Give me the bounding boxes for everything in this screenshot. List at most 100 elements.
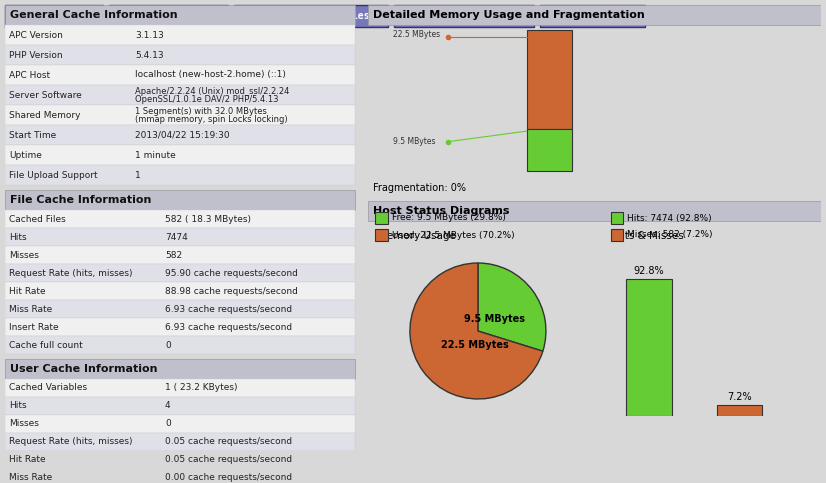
Text: OpenSSL/1.0.1e DAV/2 PHP/5.4.13: OpenSSL/1.0.1e DAV/2 PHP/5.4.13 — [135, 96, 278, 104]
Bar — [375, 212, 388, 224]
Text: 3.1.13: 3.1.13 — [135, 30, 164, 40]
Text: 0: 0 — [165, 420, 171, 428]
Bar — [5, 469, 355, 483]
Bar — [5, 105, 355, 125]
Text: Hit Rate: Hit Rate — [9, 455, 45, 465]
Bar — [5, 336, 355, 354]
Bar — [5, 282, 355, 300]
Wedge shape — [410, 263, 543, 399]
Bar — [5, 5, 355, 25]
Text: Fragmentation: 0%: Fragmentation: 0% — [373, 183, 466, 193]
Text: Apache/2.2.24 (Unix) mod_ssl/2.2.24: Apache/2.2.24 (Unix) mod_ssl/2.2.24 — [135, 87, 289, 97]
Text: Shared Memory: Shared Memory — [9, 111, 80, 119]
Bar — [5, 228, 355, 246]
Text: System Cache Entries: System Cache Entries — [252, 11, 370, 21]
Text: Request Rate (hits, misses): Request Rate (hits, misses) — [9, 269, 132, 278]
Text: 7.2%: 7.2% — [727, 392, 752, 402]
Bar — [5, 318, 355, 336]
Bar — [368, 5, 821, 25]
Bar — [717, 405, 762, 416]
Text: Hit Rate: Hit Rate — [9, 286, 45, 296]
Text: View Host Stats: View Host Stats — [125, 11, 212, 21]
Bar — [5, 397, 355, 415]
Wedge shape — [478, 263, 546, 351]
Bar — [5, 379, 355, 397]
Text: Version Check: Version Check — [554, 11, 631, 21]
Text: 6.93 cache requests/second: 6.93 cache requests/second — [165, 304, 292, 313]
Bar — [5, 415, 355, 433]
Bar — [5, 264, 355, 282]
Text: 6.93 cache requests/second: 6.93 cache requests/second — [165, 323, 292, 331]
Text: 1 minute: 1 minute — [135, 151, 176, 159]
Text: Hits: 7474 (92.8%): Hits: 7474 (92.8%) — [627, 213, 712, 223]
Text: Free: 9.5 MBytes (29.8%): Free: 9.5 MBytes (29.8%) — [392, 213, 506, 223]
Text: Used: 22.5 MBytes (70.2%): Used: 22.5 MBytes (70.2%) — [392, 230, 515, 240]
Bar — [5, 25, 355, 45]
Text: 0.05 cache requests/second: 0.05 cache requests/second — [165, 438, 292, 446]
Bar — [5, 45, 355, 65]
Text: 22.5 MBytes: 22.5 MBytes — [393, 30, 440, 40]
Text: Memory Usage: Memory Usage — [378, 231, 456, 241]
Text: Uptime: Uptime — [9, 151, 42, 159]
Bar — [5, 451, 355, 469]
Bar — [540, 5, 645, 27]
Text: 9.5 MBytes: 9.5 MBytes — [393, 137, 435, 146]
Text: User Cache Information: User Cache Information — [10, 364, 158, 374]
Bar — [5, 165, 355, 185]
Text: 0.05 cache requests/second: 0.05 cache requests/second — [165, 455, 292, 465]
Bar — [5, 65, 355, 85]
Bar — [5, 125, 355, 145]
Text: 88.98 cache requests/second: 88.98 cache requests/second — [165, 286, 298, 296]
Bar — [626, 279, 672, 416]
Bar — [394, 5, 534, 27]
Text: 0.00 cache requests/second: 0.00 cache requests/second — [165, 473, 292, 483]
Text: 92.8%: 92.8% — [634, 266, 664, 276]
Text: General Cache Information: General Cache Information — [10, 10, 178, 20]
Text: Start Time: Start Time — [9, 130, 56, 140]
Text: 0: 0 — [165, 341, 171, 350]
Bar — [5, 359, 355, 379]
Text: Cached Variables: Cached Variables — [9, 384, 87, 393]
Text: Hits: Hits — [9, 232, 26, 242]
Text: 582 ( 18.3 MBytes): 582 ( 18.3 MBytes) — [165, 214, 251, 224]
Text: localhost (new-host-2.home) (::1): localhost (new-host-2.home) (::1) — [135, 71, 286, 80]
Text: Misses: 582 (7.2%): Misses: 582 (7.2%) — [627, 230, 713, 240]
Text: Server Software: Server Software — [9, 90, 82, 99]
Bar — [5, 190, 355, 210]
Text: 4: 4 — [165, 401, 171, 411]
Text: 1 Segment(s) with 32.0 MBytes: 1 Segment(s) with 32.0 MBytes — [135, 108, 267, 116]
Text: Miss Rate: Miss Rate — [9, 304, 52, 313]
Bar — [5, 300, 355, 318]
Bar — [234, 5, 388, 27]
Text: 9.5 MBytes: 9.5 MBytes — [464, 314, 525, 324]
Text: Cached Files: Cached Files — [9, 214, 66, 224]
Text: Hits & Misses: Hits & Misses — [614, 231, 683, 241]
Bar — [610, 212, 623, 224]
Text: 582: 582 — [165, 251, 182, 259]
Bar — [109, 5, 228, 27]
Text: (mmap memory, spin Locks locking): (mmap memory, spin Locks locking) — [135, 115, 287, 125]
Text: Miss Rate: Miss Rate — [9, 473, 52, 483]
Bar — [5, 433, 355, 451]
Text: Host Status Diagrams: Host Status Diagrams — [373, 206, 510, 216]
Text: 1: 1 — [135, 170, 140, 180]
Text: Misses: Misses — [9, 420, 39, 428]
Text: 22.5 MBytes: 22.5 MBytes — [440, 340, 508, 350]
Bar — [526, 129, 572, 171]
Text: Misses: Misses — [9, 251, 39, 259]
Text: PHP Version: PHP Version — [9, 51, 63, 59]
Text: File Cache Information: File Cache Information — [10, 195, 151, 205]
Text: Refresh Data: Refresh Data — [19, 11, 89, 21]
Text: 7474: 7474 — [165, 232, 188, 242]
Text: Request Rate (hits, misses): Request Rate (hits, misses) — [9, 438, 132, 446]
Text: APC Host: APC Host — [9, 71, 50, 80]
Text: 1 ( 23.2 KBytes): 1 ( 23.2 KBytes) — [165, 384, 238, 393]
Text: File Upload Support: File Upload Support — [9, 170, 97, 180]
Text: 2013/04/22 15:19:30: 2013/04/22 15:19:30 — [135, 130, 230, 140]
Text: 5.4.13: 5.4.13 — [135, 51, 164, 59]
Text: Cache full count: Cache full count — [9, 341, 83, 350]
Text: Hits: Hits — [9, 401, 26, 411]
Text: Insert Rate: Insert Rate — [9, 323, 59, 331]
Bar — [368, 201, 821, 221]
Bar — [5, 210, 355, 228]
